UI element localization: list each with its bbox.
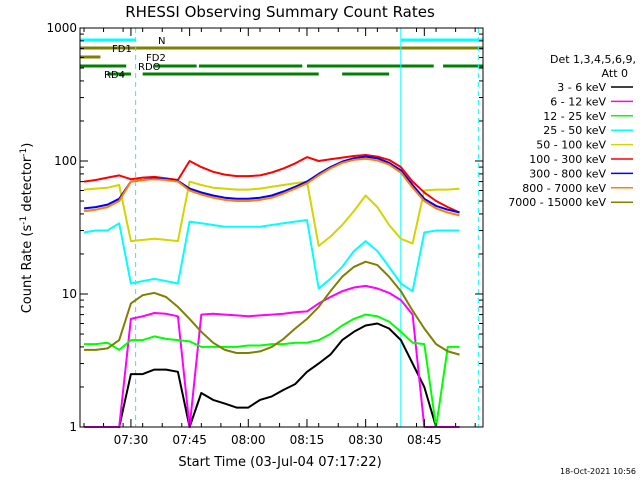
- series-line-6-12-kev: [84, 284, 460, 428]
- series-line-12-25-kev: [84, 313, 460, 428]
- y-tick-label: 1000: [46, 21, 77, 35]
- plot-frame: [79, 27, 484, 428]
- legend-label-300-800-kev: 300 - 800 keV: [529, 167, 606, 180]
- series-line-3-6-kev: [84, 322, 460, 428]
- series-group: [83, 154, 460, 428]
- y-axis-ticks: 1 10 100 1000: [46, 21, 483, 434]
- legend-label-3-6-kev: 3 - 6 keV: [557, 81, 606, 94]
- state-label-fd2: FD2: [146, 53, 166, 64]
- series-line-50-100-kev: [83, 180, 460, 247]
- x-tick-label: 08:00: [231, 433, 266, 447]
- y-axis-label: Count Rate (s-1 detector-1): [19, 143, 35, 314]
- legend-label-7000-15000-kev: 7000 - 15000 keV: [508, 196, 606, 209]
- y-tick-label: 100: [54, 154, 77, 168]
- legend-label-6-12-kev: 6 - 12 keV: [550, 95, 606, 108]
- legend-label-50-100-kev: 50 - 100 keV: [536, 139, 606, 152]
- x-tick-label: 08:45: [407, 433, 442, 447]
- legend-header-detectors: Det 1,3,4,5,6,9,: [550, 53, 636, 66]
- state-label-rd4: RD4: [104, 70, 125, 81]
- y-tick-label: 10: [62, 287, 77, 301]
- state-label-rdo: RDO: [138, 62, 161, 73]
- legend-label-800-7000-kev: 800 - 7000 keV: [522, 182, 606, 195]
- chart-title: RHESSI Observing Summary Count Rates: [125, 3, 435, 21]
- state-label-n: N: [158, 36, 165, 47]
- series-line-25-50-kev: [83, 219, 460, 293]
- series-line-800-7000-kev: [83, 157, 460, 217]
- x-tick-label: 07:30: [114, 433, 149, 447]
- legend-label-100-300-kev: 100 - 300 keV: [529, 153, 606, 166]
- y-tick-label: 1: [69, 420, 77, 434]
- x-tick-label: 08:15: [290, 433, 325, 447]
- x-axis-label: Start Time (03-Jul-04 07:17:22): [178, 455, 381, 470]
- legend-header-attenuator: Att 0: [602, 67, 628, 80]
- legend-label-12-25-kev: 12 - 25 keV: [543, 110, 606, 123]
- x-axis-ticks: 07:30 07:45 08:00 08:15 08:30 08:45: [83, 28, 476, 447]
- legend-label-25-50-kev: 25 - 50 keV: [543, 124, 606, 137]
- series-line-7000-15000-kev: [84, 260, 460, 356]
- series-line-300-800-kev: [83, 155, 460, 214]
- state-label-fd1: FD1: [112, 44, 132, 55]
- series-line-100-300-kev: [83, 154, 460, 214]
- footer-timestamp: 18-Oct-2021 10:56: [560, 467, 636, 476]
- x-tick-label: 08:30: [348, 433, 383, 447]
- x-tick-label: 07:45: [172, 433, 207, 447]
